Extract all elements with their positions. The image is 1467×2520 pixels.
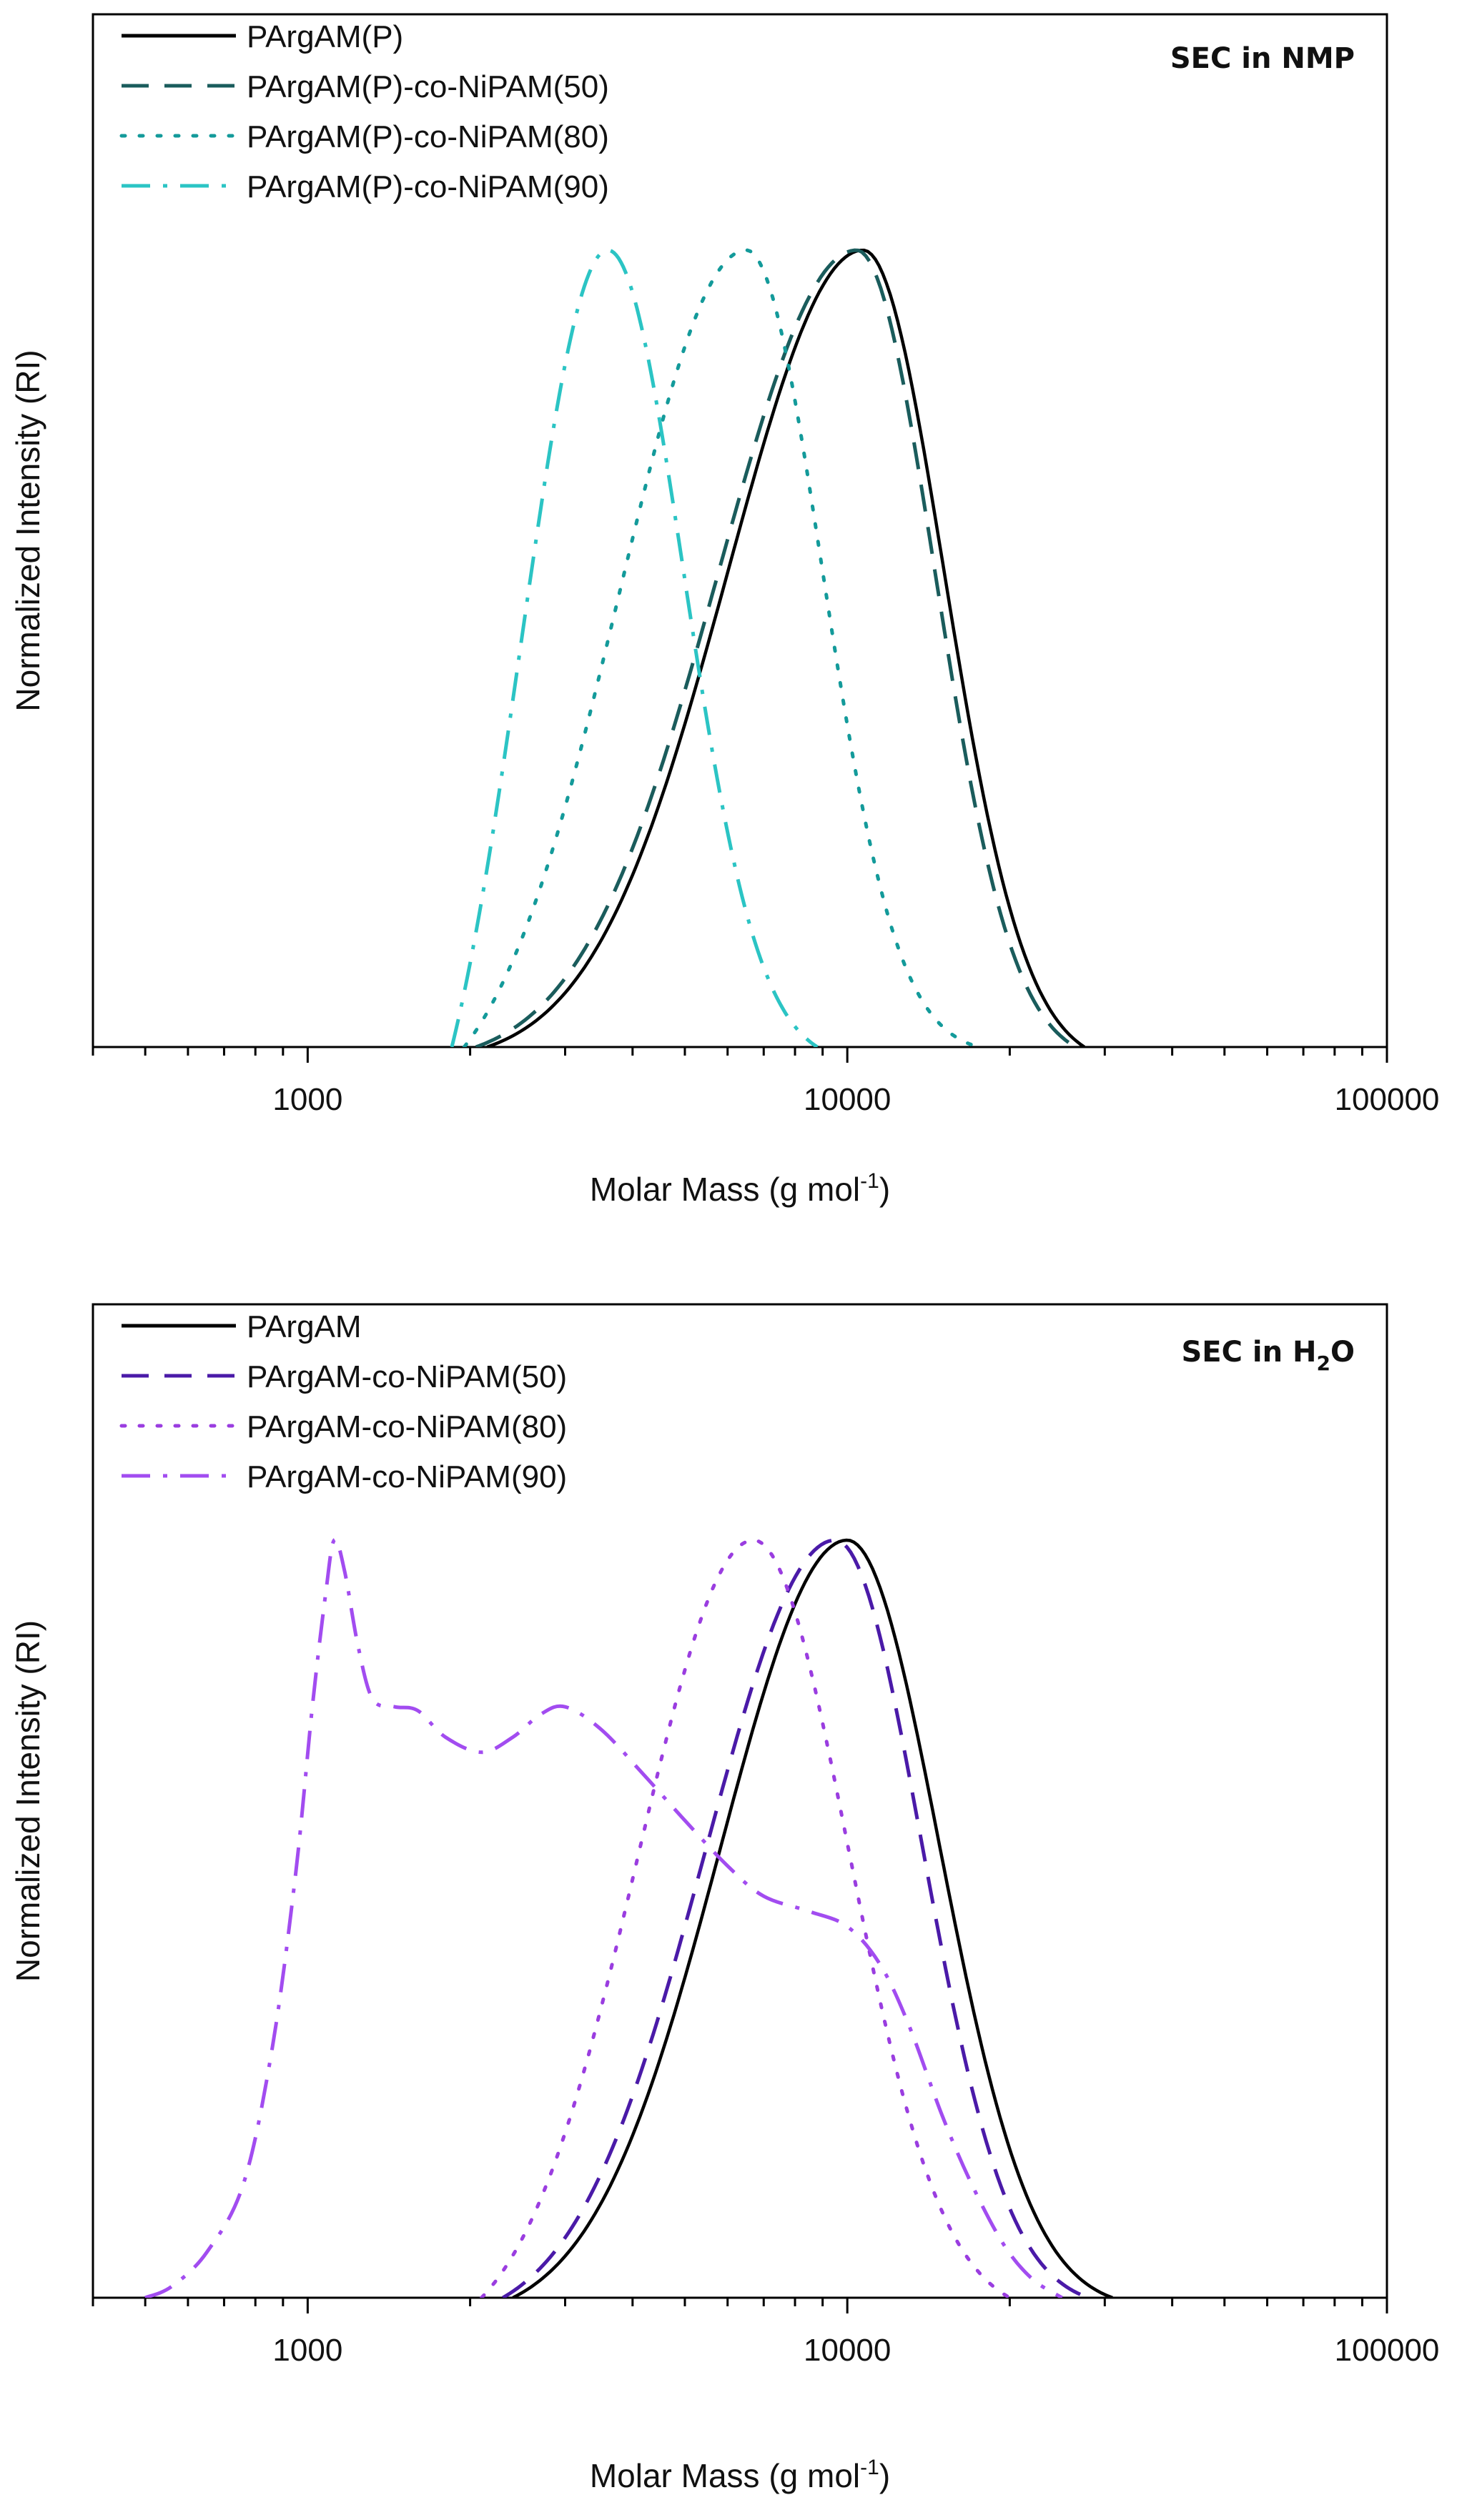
x-tick-label: 100000 — [1335, 1082, 1440, 1117]
plot-frame — [92, 13, 1388, 1048]
plot-frame — [92, 1303, 1388, 2299]
x-tick-label: 1000 — [272, 2333, 342, 2368]
y-axis-label: Normalized Intensity (RI) — [9, 349, 46, 711]
series-line-1 — [486, 248, 1086, 1047]
series-line-2 — [502, 1538, 1090, 2298]
legend-label: PArgAM(P)-co-NiPAM(50) — [247, 69, 609, 104]
panel-annotation: SEC in H2O — [1181, 1336, 1355, 1375]
series-line-4 — [144, 1537, 1063, 2298]
x-tick-label: 1000 — [272, 1082, 342, 1117]
x-axis-label: Molar Mass (g mol-1) — [590, 2456, 890, 2494]
chart-panel-nmp: 1000 10000 100000 Molar Mass (g mol-1) Norma… — [9, 13, 1440, 1208]
legend-label: PArgAM(P)-co-NiPAM(80) — [247, 119, 609, 154]
legend-label: PArgAM(P) — [247, 19, 403, 54]
legend-label: PArgAM — [247, 1309, 362, 1344]
panel-annotation: SEC in NMP — [1170, 42, 1355, 75]
series-line-3 — [480, 1538, 1012, 2298]
x-tick-label: 10000 — [804, 1082, 891, 1117]
series-line-1 — [512, 1538, 1113, 2298]
legend-label: PArgAM-co-NiPAM(80) — [247, 1409, 567, 1444]
legend-label: PArgAM(P)-co-NiPAM(90) — [247, 169, 609, 204]
x-tick-label: 10000 — [804, 2333, 891, 2368]
legend-label: PArgAM-co-NiPAM(90) — [247, 1459, 567, 1494]
chart-panel-h2o: 1000 10000 100000 Molar Mass (g mol-1) Norma… — [9, 1303, 1440, 2494]
y-axis-label: Normalized Intensity (RI) — [9, 1620, 46, 1982]
x-tick-label: 100000 — [1335, 2333, 1440, 2368]
legend-label: PArgAM-co-NiPAM(50) — [247, 1359, 567, 1394]
series-line-4 — [450, 248, 819, 1047]
series-line-3 — [462, 248, 981, 1047]
x-axis-label: Molar Mass (g mol-1) — [590, 1169, 890, 1208]
series-line-2 — [475, 248, 1077, 1047]
